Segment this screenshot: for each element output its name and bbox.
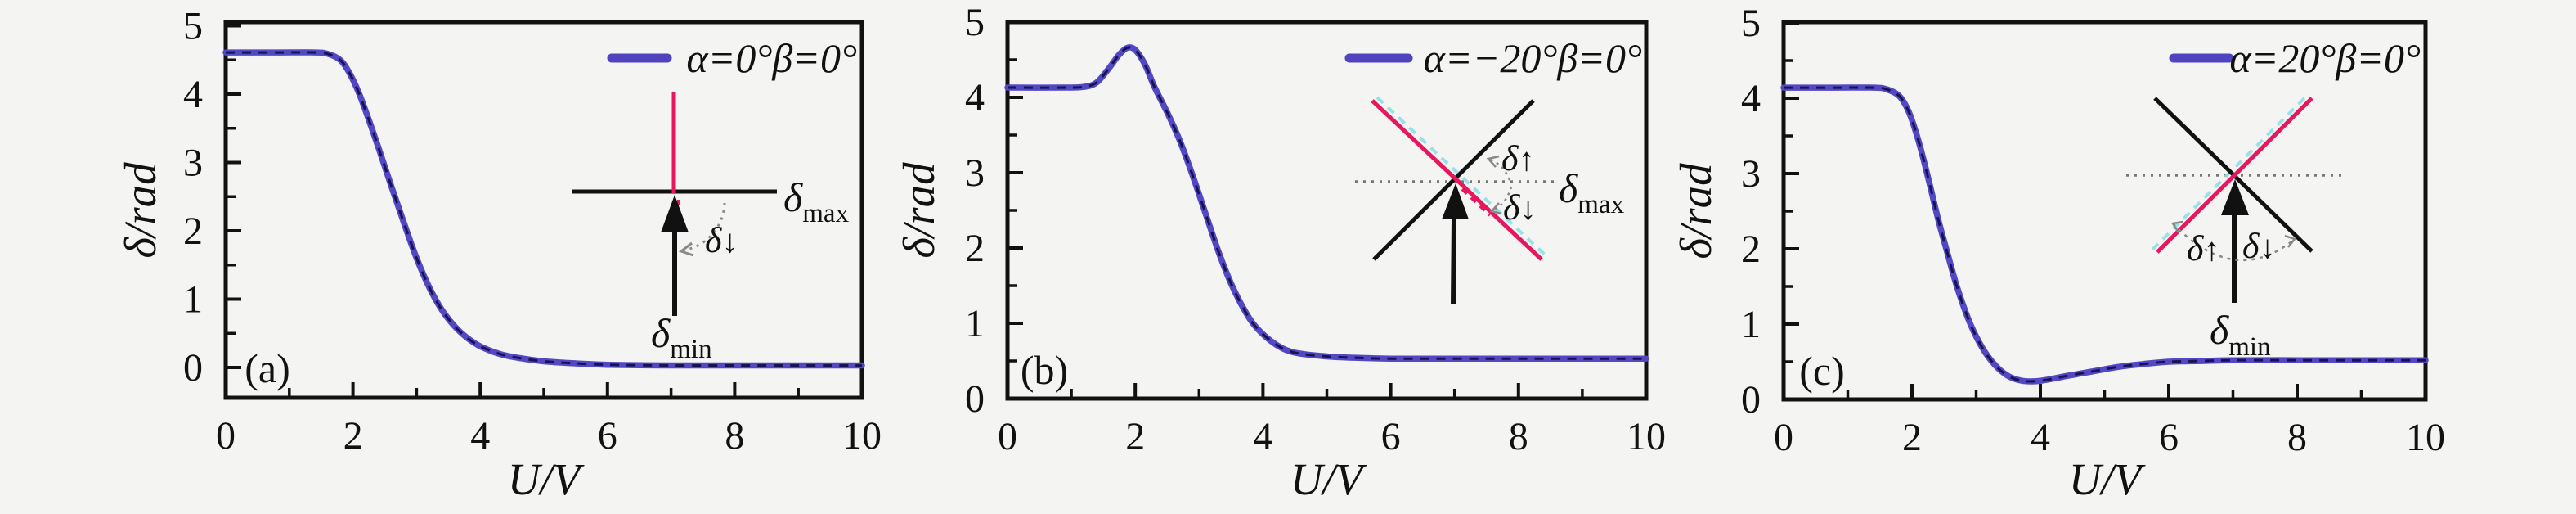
inset-delta-down-label: δ↓ — [2242, 226, 2275, 266]
data-curve-b-dashed-core — [1007, 46, 1646, 360]
x-tick-label: 2 — [343, 414, 363, 458]
axes-b: 0 2 4 6 8 10 0 1 2 3 4 5 — [965, 1, 1666, 458]
inset-rotation-arc — [681, 202, 726, 252]
y-tick-label: 4 — [1741, 77, 1761, 120]
inset-delta-down-label: δ↓ — [1503, 187, 1536, 228]
legend-c: α=20°β=0° — [2169, 35, 2421, 81]
data-curve-a-dashed-core — [225, 51, 862, 367]
inset-delta-min-label: δmin — [2210, 307, 2271, 362]
inset-schematic-c: δ↑ δ↓ δmin — [2126, 94, 2341, 362]
inset-arc-up-arrowhead — [1486, 155, 1500, 168]
inset-cyan-halo-line — [1376, 96, 1548, 258]
x-tick-label: 4 — [470, 414, 490, 458]
y-tick-label: 2 — [183, 210, 203, 253]
inset-delta-up-label: δ↑ — [2187, 228, 2219, 268]
plot-frame — [1005, 20, 1649, 401]
legend-b: α=−20°β=0° — [1344, 35, 1642, 81]
axes-c: 0 2 4 6 8 10 0 1 2 3 4 5 — [1741, 2, 2445, 459]
panel-a: 0 2 4 6 8 10 0 1 2 3 4 5 α=0°β=0° (a) U/V δ/rad δ↓ … — [115, 5, 882, 505]
x-tick-label: 6 — [598, 414, 617, 458]
axes-a: 0 2 4 6 8 10 0 1 2 3 4 5 — [183, 5, 882, 458]
y-tick-label: 0 — [1741, 378, 1761, 422]
inset-delta-down-label: δ↓ — [705, 220, 738, 260]
y-tick-label: 4 — [183, 73, 203, 116]
x-tick-label: 10 — [2406, 416, 2445, 459]
inset-red-dashed-segment — [1461, 187, 1492, 217]
x-tick-label: 10 — [1627, 415, 1666, 458]
inset-arc-down-arrowhead — [1489, 202, 1502, 215]
y-tick-label: 3 — [183, 142, 203, 185]
legend-a: α=0°β=0° — [607, 35, 857, 81]
x-tick-label: 10 — [842, 414, 882, 458]
x-tick-label: 2 — [1125, 415, 1145, 458]
inset-arrow-head — [2221, 179, 2249, 215]
y-tick-label: 0 — [183, 346, 203, 390]
inset-arrow-head — [661, 195, 689, 232]
y-tick-label: 3 — [965, 151, 985, 195]
x-axis-label-a: U/V — [508, 454, 585, 504]
y-axis-label-c: δ/rad — [1671, 163, 1721, 259]
inset-arc-arrowhead — [678, 241, 694, 257]
y-tick-label: 2 — [965, 227, 985, 270]
legend-label: α=0°β=0° — [686, 35, 857, 81]
y-tick-label: 0 — [965, 377, 985, 421]
x-tick-label: 8 — [1509, 415, 1528, 458]
inset-delta-max-label: δmax — [1559, 165, 1625, 219]
data-curve-c — [1780, 84, 2429, 385]
panel-c: 0 2 4 6 8 10 0 1 2 3 4 5 α=20°β=0° (c) U/V δ/rad δ↑… — [1671, 2, 2445, 504]
data-curve-b — [1004, 44, 1649, 363]
plot-frame — [223, 20, 864, 400]
panel-letter-a: (a) — [245, 345, 290, 391]
y-tick-label: 1 — [183, 278, 203, 322]
inset-arc-up — [1488, 157, 1511, 181]
x-tick-label: 0 — [216, 414, 236, 458]
x-tick-label: 8 — [2287, 416, 2307, 459]
inset-schematic-b: δ↑ δ↓ δmax — [1355, 96, 1625, 305]
inset-schematic-a: δ↓ δmax δmin — [572, 92, 850, 364]
x-tick-label: 4 — [1253, 415, 1272, 458]
panel-letter-b: (b) — [1021, 347, 1068, 393]
inset-delta-max-label: δmax — [783, 174, 850, 228]
y-tick-label: 2 — [1741, 228, 1761, 271]
y-tick-label: 5 — [965, 1, 985, 44]
inset-arc-right-arrowhead — [2284, 234, 2297, 248]
x-tick-label: 6 — [1381, 415, 1401, 458]
y-tick-label: 1 — [1741, 303, 1761, 346]
x-tick-label: 6 — [2159, 416, 2179, 459]
y-axis-label-b: δ/rad — [894, 162, 944, 259]
data-curve-c-dashed-core — [1783, 86, 2426, 383]
inset-arc-left-arrowhead — [2170, 220, 2183, 233]
y-tick-label: 5 — [183, 5, 203, 48]
panel-letter-c: (c) — [1799, 348, 1845, 394]
x-tick-label: 0 — [1774, 416, 1793, 459]
inset-red-axis-line — [2156, 97, 2313, 254]
inset-red-axis-line — [1371, 99, 1543, 261]
inset-arrow-head — [1442, 183, 1469, 219]
inset-black-diagonal-line — [1372, 99, 1535, 261]
y-tick-label: 5 — [1741, 2, 1761, 45]
panel-b: 0 2 4 6 8 10 0 1 2 3 4 5 α=−20°β=0° (b) U/V δ/rad δ… — [894, 1, 1666, 504]
x-tick-label: 0 — [998, 415, 1017, 458]
inset-arrow-shaft — [1451, 217, 1456, 305]
x-axis-label-b: U/V — [1290, 454, 1367, 504]
legend-label: α=−20°β=0° — [1424, 35, 1642, 81]
legend-label: α=20°β=0° — [2229, 35, 2421, 81]
y-tick-label: 4 — [965, 76, 985, 119]
data-curve-a — [222, 49, 865, 369]
y-tick-label: 1 — [965, 302, 985, 345]
x-axis-label-c: U/V — [2069, 454, 2146, 504]
plot-frame — [1781, 20, 2428, 402]
x-tick-label: 8 — [725, 414, 744, 458]
inset-delta-up-label: δ↑ — [1501, 138, 1534, 178]
y-tick-label: 3 — [1741, 152, 1761, 196]
inset-delta-min-label: δmin — [651, 310, 712, 364]
y-axis-label-a: δ/rad — [115, 162, 165, 259]
x-tick-label: 2 — [1902, 416, 1922, 459]
x-tick-label: 4 — [2031, 416, 2050, 459]
